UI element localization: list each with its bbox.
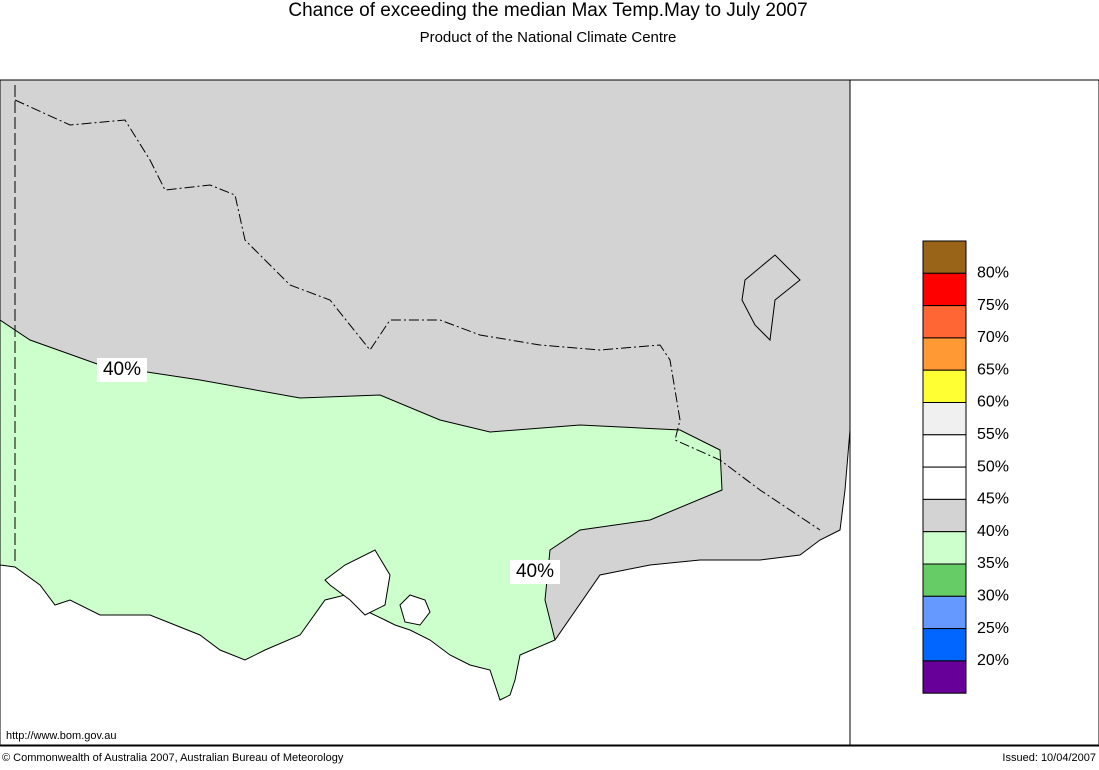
legend-label: 65% <box>977 361 1009 378</box>
legend-swatch <box>922 595 967 630</box>
legend-label: 25% <box>977 620 1009 637</box>
legend-label: 60% <box>977 394 1009 411</box>
legend-swatch <box>922 466 967 500</box>
legend-swatch <box>922 531 967 565</box>
legend-panel <box>849 79 1099 746</box>
legend-swatch <box>922 660 967 694</box>
contour-label: 40% <box>516 561 554 582</box>
map: 40% 40% http://www.bom.gov.au <box>0 79 851 746</box>
legend-swatch <box>922 434 967 468</box>
legend-swatch <box>922 628 967 662</box>
legend-swatch <box>922 563 967 597</box>
legend-swatch <box>922 369 967 404</box>
legend: 80% 75% 70% 65% 60% 55% 50% 45% 40% 35% 30% 25% 20% <box>922 240 1009 694</box>
legend-label: 20% <box>977 652 1009 669</box>
legend-label: 55% <box>977 426 1009 443</box>
legend-swatch <box>922 337 967 371</box>
legend-label: 35% <box>977 555 1009 572</box>
contour-label: 40% <box>103 359 141 380</box>
copyright: © Commonwealth of Australia 2007, Austra… <box>2 752 344 764</box>
legend-label: 45% <box>977 491 1009 508</box>
issued: Issued: 10/04/2007 <box>1002 752 1096 764</box>
legend-label: 30% <box>977 588 1009 605</box>
legend-swatch <box>922 305 967 339</box>
legend-label: 50% <box>977 458 1009 475</box>
legend-swatch <box>922 240 967 274</box>
legend-label: 75% <box>977 297 1009 314</box>
legend-swatch <box>922 498 967 533</box>
subtitle: Product of the National Climate Centre <box>420 29 677 46</box>
legend-swatch <box>922 402 967 436</box>
legend-label: 80% <box>977 265 1009 282</box>
legend-swatch <box>922 272 967 307</box>
url: http://www.bom.gov.au <box>6 730 116 742</box>
legend-label: 40% <box>977 523 1009 540</box>
legend-label: 70% <box>977 329 1009 346</box>
title: Chance of exceeding the median Max Temp.… <box>288 0 807 21</box>
